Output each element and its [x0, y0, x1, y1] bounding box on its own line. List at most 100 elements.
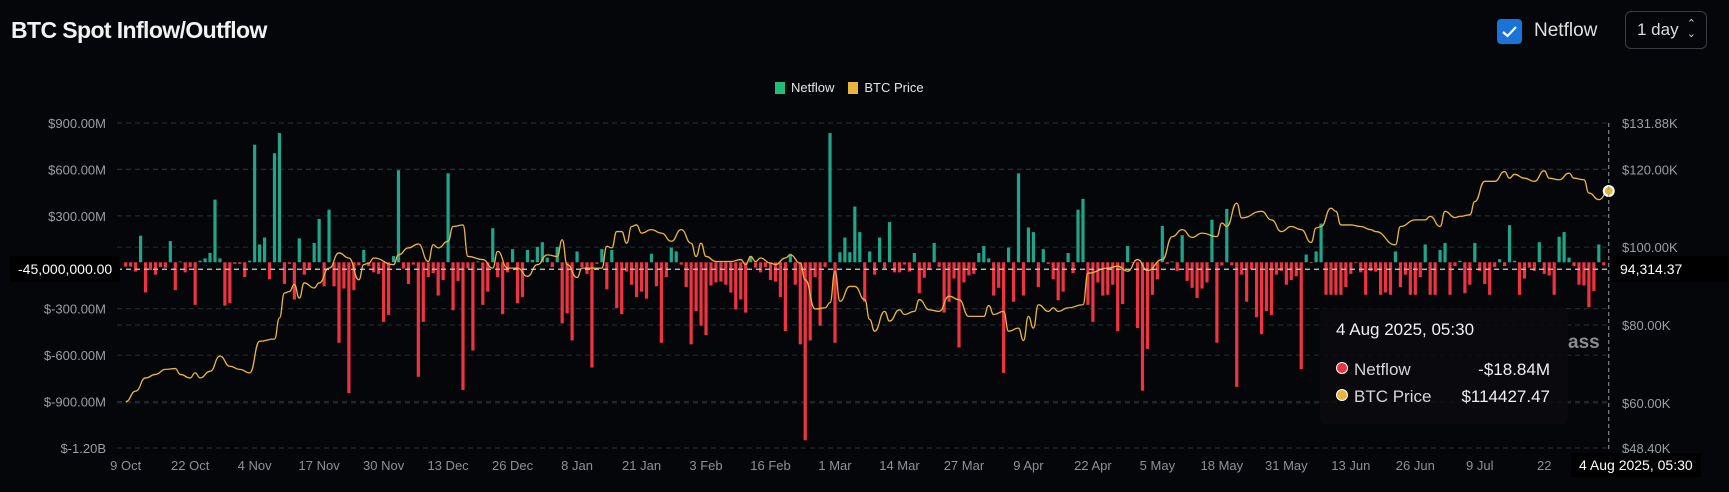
netflow-bar: [188, 262, 192, 267]
netflow-bar: [1041, 249, 1045, 263]
netflow-bar: [1259, 262, 1264, 335]
netflow-bar: [1066, 253, 1070, 263]
netflow-bar: [173, 262, 177, 291]
watermark: ass: [1568, 332, 1600, 353]
netflow-bar: [1339, 262, 1343, 295]
x-tick-label: 5 May: [1140, 458, 1176, 473]
netflow-bar: [158, 262, 163, 267]
netflow-bar: [1071, 262, 1075, 274]
netflow-bar: [694, 262, 698, 312]
x-tick-label: 3 Feb: [689, 458, 722, 473]
netflow-bar: [1309, 262, 1313, 264]
netflow-bar: [213, 199, 217, 263]
netflow-bar: [1111, 262, 1115, 285]
netflow-bar: [754, 262, 758, 268]
netflow-bar: [1245, 262, 1249, 302]
netflow-bar: [793, 262, 797, 285]
netflow-bar: [625, 262, 629, 272]
netflow-bar: [1106, 262, 1110, 295]
netflow-bar: [833, 262, 837, 343]
period-select[interactable]: 1 day ⌃ ⌄: [1625, 11, 1707, 49]
netflow-bar: [1557, 236, 1561, 263]
netflow-bar: [669, 247, 673, 263]
x-tick-label: 21 Jan: [622, 458, 661, 473]
netflow-bar: [138, 235, 143, 263]
y-right-tick-label: $48.40K: [1622, 441, 1671, 456]
netflow-bar: [515, 262, 520, 304]
netflow-bar: [1408, 262, 1412, 295]
netflow-bar: [1577, 262, 1581, 285]
netflow-bar: [882, 262, 887, 269]
netflow-bar: [982, 246, 986, 263]
y-left-tick-label: $300.00M: [48, 209, 106, 224]
netflow-bar: [1086, 262, 1090, 305]
netflow-bar: [887, 222, 892, 263]
y-right-tick-label: $60.00K: [1622, 396, 1671, 411]
netflow-bar: [1468, 262, 1472, 285]
netflow-bar: [803, 262, 807, 441]
netflow-checkbox[interactable]: [1497, 19, 1522, 44]
tooltip: 4 Aug 2025, 05:30 Netflow -$18.84M BTC P…: [1320, 308, 1568, 424]
netflow-bar: [372, 262, 376, 273]
netflow-bar: [1349, 262, 1353, 274]
netflow-bar: [1592, 262, 1596, 291]
netflow-bar: [416, 262, 420, 377]
tooltip-date: 4 Aug 2025, 05:30: [1336, 320, 1475, 339]
netflow-bar: [1522, 262, 1527, 279]
netflow-bar: [292, 262, 296, 300]
netflow-bar: [610, 249, 614, 263]
netflow-bar: [1002, 262, 1006, 373]
netflow-bar: [1483, 262, 1487, 284]
netflow-bar: [858, 232, 862, 263]
netflow-bar: [1289, 262, 1293, 281]
netflow-bar: [783, 262, 787, 332]
netflow-bar: [1140, 262, 1145, 391]
tooltip-row-netflow: Netflow -$18.84M: [1336, 360, 1550, 380]
netflow-bar: [1398, 262, 1403, 288]
crosshair-left-label: -45,000,000.00: [10, 256, 121, 282]
x-tick-label: 17 Nov: [299, 458, 341, 473]
tooltip-label: Netflow: [1354, 360, 1411, 379]
netflow-bar: [992, 262, 996, 296]
y-right-tick-label: $120.00K: [1622, 162, 1678, 177]
crosshair-x-label: 4 Aug 2025, 05:30: [1571, 453, 1701, 477]
legend-item-btc-price[interactable]: BTC Price: [848, 80, 924, 95]
netflow-bar: [426, 262, 430, 277]
netflow-bar: [530, 259, 535, 263]
netflow-bar: [198, 260, 202, 263]
netflow-bar: [674, 251, 678, 263]
netflow-checkbox-label[interactable]: Netflow: [1534, 20, 1598, 41]
netflow-bar: [124, 262, 128, 267]
netflow-bar: [1299, 262, 1303, 370]
netflow-bar: [630, 262, 634, 285]
x-tick-label: 30 Nov: [363, 458, 405, 473]
netflow-bar: [228, 262, 232, 304]
netflow-bar: [1076, 209, 1080, 263]
netflow-bar: [600, 249, 604, 263]
netflow-bar: [1587, 262, 1591, 308]
netflow-bar: [1334, 262, 1338, 295]
tooltip-label: BTC Price: [1354, 387, 1432, 406]
netflow-bar: [1567, 257, 1571, 263]
legend-item-netflow[interactable]: Netflow: [775, 80, 834, 95]
netflow-bar: [798, 262, 802, 345]
netflow-bar: [853, 206, 857, 263]
netflow-bar: [1443, 242, 1447, 263]
netflow-bar: [1364, 262, 1368, 295]
netflow-bar: [506, 262, 510, 273]
netflow-bar: [1200, 262, 1204, 289]
y-right-tick-label: $100.00K: [1622, 240, 1678, 255]
netflow-bar: [1329, 262, 1333, 295]
netflow-bar: [773, 262, 778, 282]
netflow-bar: [555, 246, 559, 263]
netflow-bar: [129, 262, 133, 267]
netflow-bar: [431, 262, 435, 274]
netflow-bar: [873, 262, 877, 275]
netflow-bar: [878, 237, 882, 263]
netflow-bar: [1116, 262, 1120, 332]
netflow-bar: [1021, 262, 1026, 296]
netflow-bar: [525, 249, 530, 263]
netflow-bar: [1056, 262, 1060, 301]
netflow-bar: [575, 251, 579, 263]
checkmark-icon: [1502, 26, 1517, 38]
